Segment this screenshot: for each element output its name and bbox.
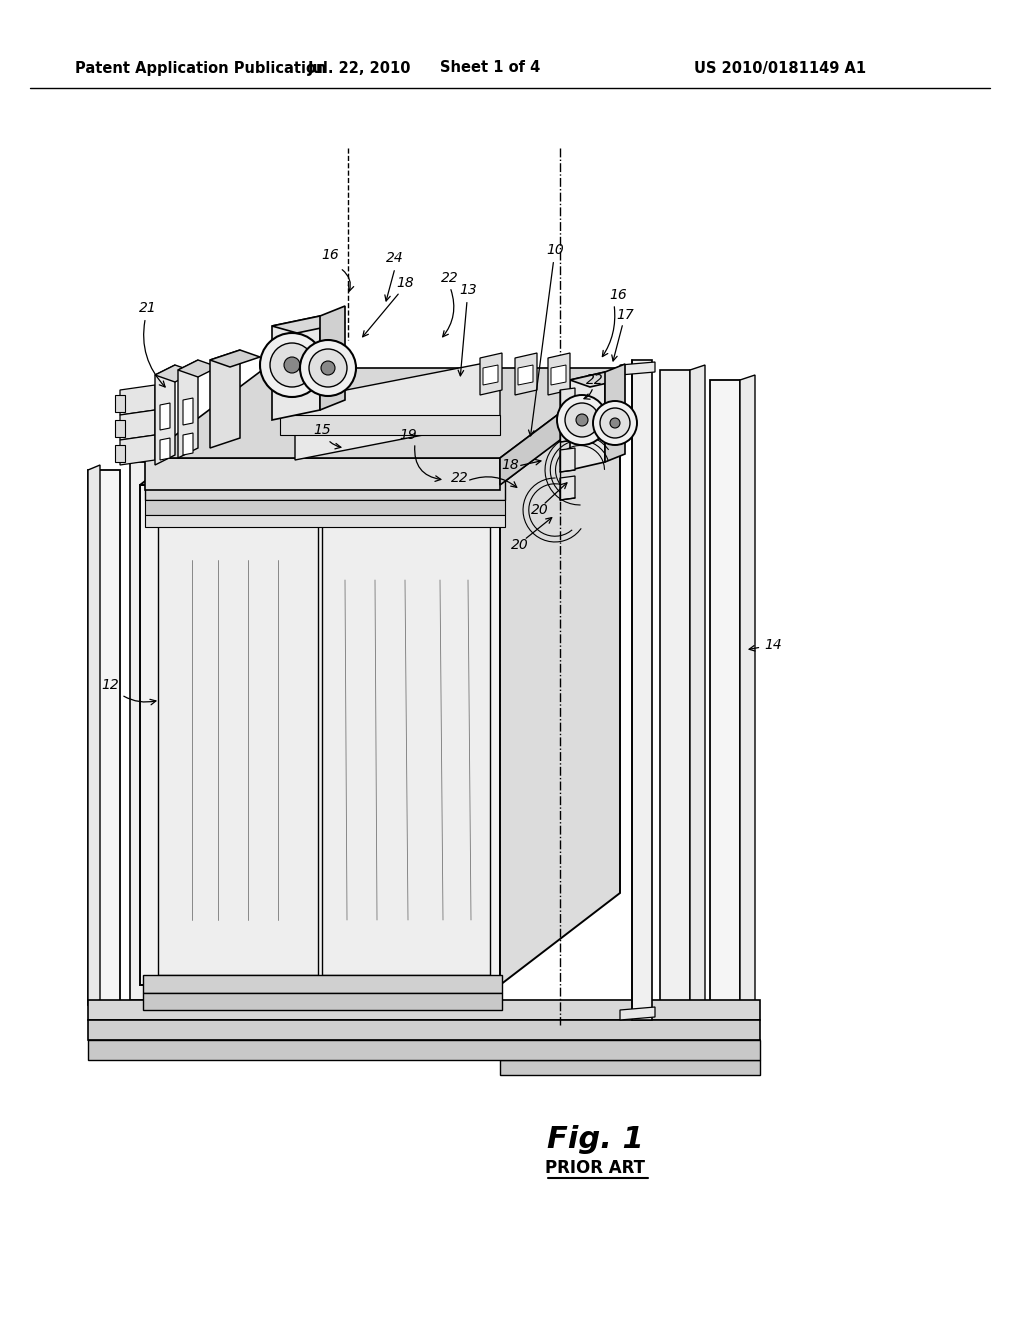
Text: 22: 22 (441, 271, 459, 285)
Text: US 2010/0181149 A1: US 2010/0181149 A1 (694, 61, 866, 75)
Circle shape (270, 343, 314, 387)
Text: PRIOR ART: PRIOR ART (545, 1159, 645, 1177)
Polygon shape (88, 470, 120, 1005)
Circle shape (284, 356, 300, 374)
Text: 18: 18 (501, 458, 519, 473)
Polygon shape (690, 366, 705, 1030)
Polygon shape (145, 368, 620, 458)
Polygon shape (515, 352, 537, 395)
Polygon shape (155, 366, 175, 465)
Polygon shape (120, 436, 155, 465)
Polygon shape (183, 399, 193, 425)
Polygon shape (548, 352, 570, 395)
Polygon shape (500, 393, 620, 985)
Text: 24: 24 (386, 251, 403, 265)
Circle shape (300, 341, 356, 396)
Polygon shape (632, 360, 652, 1020)
Polygon shape (295, 360, 500, 459)
Text: Sheet 1 of 4: Sheet 1 of 4 (440, 61, 540, 75)
Polygon shape (130, 462, 148, 1001)
Polygon shape (178, 360, 198, 458)
Text: 10: 10 (528, 243, 564, 436)
Text: 18: 18 (396, 276, 414, 290)
Circle shape (610, 418, 620, 428)
Polygon shape (480, 352, 502, 395)
Text: 21: 21 (139, 301, 165, 387)
Polygon shape (635, 1022, 757, 1041)
Polygon shape (145, 458, 500, 490)
Polygon shape (155, 366, 195, 381)
Circle shape (260, 333, 324, 397)
Polygon shape (140, 393, 620, 484)
Polygon shape (483, 366, 498, 385)
Polygon shape (280, 414, 500, 436)
Circle shape (557, 395, 607, 445)
Polygon shape (88, 465, 100, 1005)
Text: 16: 16 (322, 248, 339, 261)
Text: Jul. 22, 2010: Jul. 22, 2010 (308, 61, 412, 75)
Text: 16: 16 (609, 288, 627, 302)
Polygon shape (660, 370, 690, 1030)
Circle shape (309, 348, 347, 387)
Polygon shape (88, 1040, 760, 1060)
Polygon shape (620, 362, 655, 375)
Polygon shape (570, 372, 625, 387)
Text: 13: 13 (458, 282, 477, 376)
Polygon shape (160, 438, 170, 459)
Polygon shape (272, 315, 319, 420)
Polygon shape (710, 380, 740, 1040)
Text: 22: 22 (586, 374, 604, 387)
Circle shape (321, 360, 335, 375)
Polygon shape (551, 366, 566, 385)
Polygon shape (143, 975, 502, 993)
Circle shape (565, 403, 599, 437)
Text: 15: 15 (313, 422, 341, 449)
Polygon shape (620, 1007, 655, 1020)
Polygon shape (115, 445, 125, 462)
Polygon shape (145, 500, 505, 515)
Polygon shape (570, 372, 605, 470)
Polygon shape (319, 306, 345, 411)
Polygon shape (115, 420, 125, 437)
Text: 20: 20 (531, 503, 549, 517)
Polygon shape (160, 403, 170, 430)
Polygon shape (272, 315, 345, 333)
Polygon shape (115, 395, 125, 412)
Text: 22: 22 (452, 471, 469, 484)
Polygon shape (183, 433, 193, 455)
Polygon shape (560, 477, 575, 500)
Circle shape (593, 401, 637, 445)
Polygon shape (500, 1060, 760, 1074)
Polygon shape (88, 1020, 760, 1040)
Polygon shape (605, 364, 625, 462)
Text: 12: 12 (101, 678, 156, 705)
Polygon shape (740, 375, 755, 1040)
Text: 20: 20 (511, 539, 528, 552)
Polygon shape (210, 350, 260, 367)
Polygon shape (120, 411, 155, 440)
Text: Patent Application Publication: Patent Application Publication (75, 61, 327, 75)
Circle shape (600, 408, 630, 438)
Polygon shape (500, 1040, 760, 1060)
Polygon shape (145, 515, 505, 527)
Polygon shape (145, 480, 505, 500)
Circle shape (575, 414, 588, 426)
Polygon shape (210, 350, 240, 447)
Polygon shape (88, 1001, 760, 1020)
Polygon shape (500, 368, 620, 484)
Polygon shape (178, 360, 218, 378)
Polygon shape (322, 490, 490, 975)
Polygon shape (560, 418, 575, 442)
Text: 17: 17 (616, 308, 634, 322)
Polygon shape (140, 484, 500, 985)
Polygon shape (120, 385, 155, 414)
Polygon shape (158, 490, 318, 975)
Polygon shape (560, 447, 575, 473)
Polygon shape (518, 366, 534, 385)
Polygon shape (143, 993, 502, 1010)
Polygon shape (560, 388, 575, 412)
Text: 19: 19 (399, 428, 417, 442)
Text: 14: 14 (750, 638, 782, 652)
Text: Fig. 1: Fig. 1 (547, 1126, 643, 1155)
